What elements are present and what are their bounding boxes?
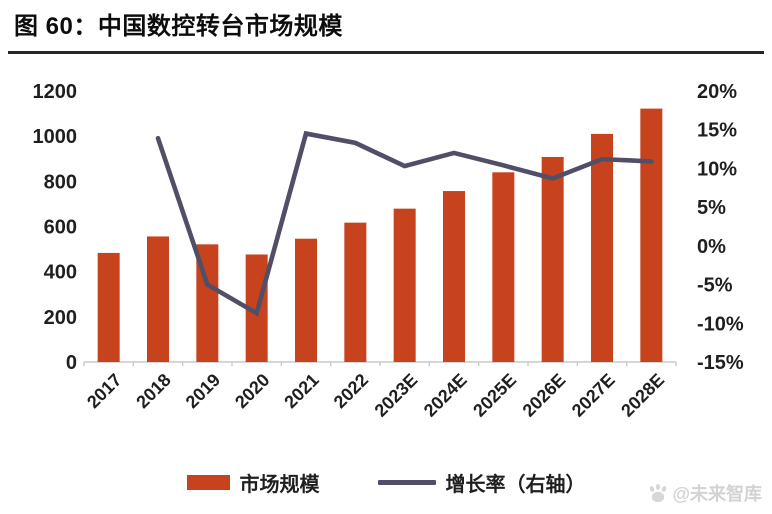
right-axis-tick-label: -5% — [697, 275, 733, 297]
bar-series-label: 市场规模 — [239, 474, 320, 496]
chart-canvas: 0 200 400 600 800 1000 1200 -15% -10% -5% 0% 5% 10% 1… — [33, 81, 744, 421]
watermark: @未来智库 — [647, 480, 762, 506]
x-axis-label-2020: 2020 — [231, 370, 273, 412]
left-axis-tick-label: 600 — [44, 217, 77, 239]
x-axis-label-2028E: 2028E — [617, 370, 668, 421]
x-axis-label-2026E: 2026E — [519, 370, 570, 421]
x-axis-label-2025E: 2025E — [469, 370, 520, 421]
bar-2028E — [640, 108, 663, 362]
left-axis-tick-label: 0 — [66, 352, 77, 374]
line-series-swatch — [377, 480, 436, 485]
right-axis-tick-label: 10% — [697, 158, 737, 180]
left-axis-tick-label: 800 — [44, 171, 77, 193]
bar-2026E — [541, 156, 564, 362]
right-axis-tick-label: 0% — [697, 236, 726, 258]
paw-icon — [650, 484, 667, 503]
right-axis-tick-label: 15% — [697, 120, 737, 142]
line-series-label: 增长率（右轴） — [445, 474, 586, 496]
x-axis-label-2017: 2017 — [83, 370, 125, 412]
right-axis-tick-label: 5% — [697, 197, 726, 219]
right-axis-tick-label: -15% — [697, 352, 744, 374]
x-axis-label-2018: 2018 — [132, 370, 174, 412]
growth-rate-line — [155, 130, 654, 317]
right-axis-tick-label: 20% — [697, 81, 737, 103]
bar-2025E — [492, 172, 515, 362]
bar-2027E — [591, 133, 613, 362]
x-axis-label-2022: 2022 — [330, 370, 372, 412]
figure-title: 图 60：中国数控转台市场规模 — [14, 13, 343, 40]
title-divider — [8, 51, 764, 54]
left-axis-tick-label: 1000 — [33, 126, 78, 148]
bar-2022 — [344, 222, 367, 362]
figure-header: 图 60：中国数控转台市场规模 — [0, 0, 772, 54]
left-axis-tick-label: 1200 — [33, 81, 78, 103]
bar-2018 — [147, 236, 169, 362]
chart-legend: 市场规模 增长率（右轴） — [0, 468, 772, 497]
bar-2017 — [97, 252, 120, 362]
left-axis-tick-label: 200 — [44, 307, 77, 329]
bar-2021 — [295, 238, 317, 362]
legend-item-market-size: 市场规模 — [186, 468, 320, 497]
right-axis-tick-label: -10% — [697, 313, 744, 335]
bar-series-swatch — [186, 475, 230, 490]
watermark-text: @未来智库 — [672, 484, 762, 504]
x-axis-label-2023E: 2023E — [371, 370, 422, 421]
x-axis-label-2027E: 2027E — [568, 370, 619, 421]
bar-2023E — [393, 208, 416, 362]
x-axis-label-2019: 2019 — [182, 370, 224, 412]
left-axis-tick-label: 400 — [44, 262, 77, 284]
x-axis-label-2021: 2021 — [280, 370, 322, 412]
legend-item-growth-rate: 增长率（右轴） — [377, 468, 586, 497]
bar-2024E — [443, 191, 465, 362]
x-axis-label-2024E: 2024E — [420, 370, 471, 421]
